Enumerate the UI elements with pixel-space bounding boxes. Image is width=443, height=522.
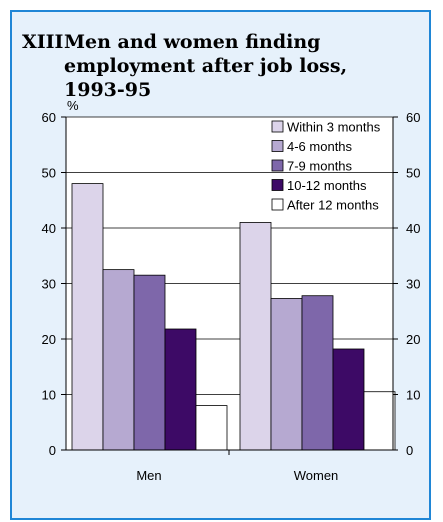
y-tick-label-left-0: 0: [49, 443, 56, 458]
y-tick-label-left-5: 50: [42, 166, 56, 181]
bar-women-3: [301, 295, 334, 451]
y-tick-label-right-5: 50: [406, 166, 420, 181]
y-tick-label-right-2: 20: [406, 332, 420, 347]
chart-title: XIII Men and women finding employment af…: [22, 30, 412, 102]
legend-label-4: 10-12 months: [287, 178, 367, 193]
y-tick-label-right-4: 40: [406, 221, 420, 236]
legend-label-3: 7-9 months: [287, 159, 353, 174]
chart-title-number: XIII: [22, 31, 64, 53]
legend-swatch-2: [271, 140, 284, 152]
legend-swatch-5: [271, 198, 284, 211]
y-axis-label: %: [67, 98, 79, 113]
bar-men-1: [71, 183, 104, 451]
y-tick-label-right-0: 0: [406, 443, 413, 458]
legend-label-2: 4-6 months: [287, 139, 353, 154]
x-axis-category-labels: Men Women: [136, 468, 338, 483]
bar-women-4: [332, 348, 365, 451]
y-tick-label-left-3: 30: [42, 277, 56, 292]
y-tick-label-left-2: 20: [42, 332, 56, 347]
y-tick-label-right-1: 10: [406, 388, 420, 403]
legend-label-5: After 12 months: [287, 198, 379, 213]
chart-title-text: Men and women finding employment after j…: [64, 31, 348, 101]
legend-label-1: Within 3 months: [287, 120, 381, 135]
bar-men-5: [195, 405, 228, 451]
bar-women-5: [363, 391, 396, 451]
y-tick-label-right-6: 60: [406, 110, 420, 125]
legend: Within 3 months 4-6 months 7-9 months 10-12…: [271, 120, 381, 213]
legend-swatch-1: [271, 120, 284, 133]
y-tick-label-left-1: 10: [42, 388, 56, 403]
legend-swatch-3: [271, 159, 284, 172]
y-tick-label-left-6: 60: [42, 110, 56, 125]
y-tick-label-left-4: 40: [42, 221, 56, 236]
y-tick-label-right-3: 30: [406, 277, 420, 292]
bars: [71, 183, 396, 451]
bar-men-3: [133, 274, 166, 451]
bar-men-2: [102, 269, 135, 451]
bar-women-2: [270, 298, 303, 451]
category-label-men: Men: [136, 468, 161, 483]
y-axis-left-ticks: 0 10 20 30 40 50 60: [42, 110, 66, 458]
legend-swatch-4: [271, 179, 284, 191]
y-axis-right-ticks: 0 10 20 30 40 50 60: [393, 110, 420, 458]
bar-women-1: [239, 222, 272, 451]
bar-men-4: [164, 328, 197, 451]
category-label-women: Women: [294, 468, 339, 483]
